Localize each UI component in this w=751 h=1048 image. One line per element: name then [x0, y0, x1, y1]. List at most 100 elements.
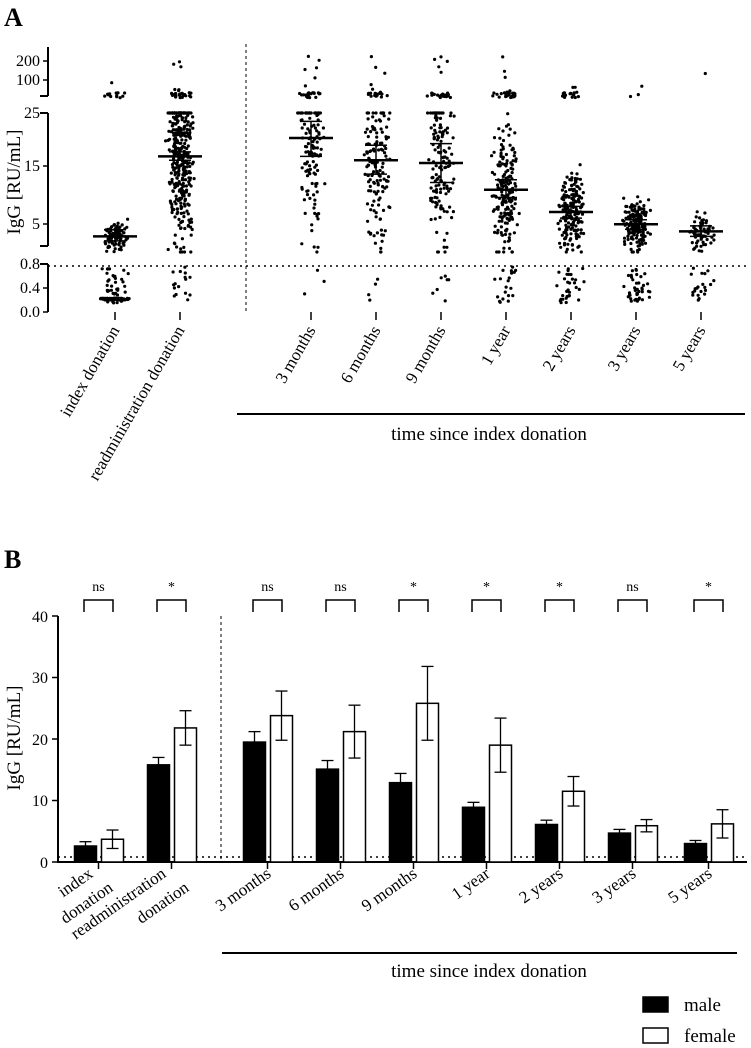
panel-a-point [191, 121, 195, 125]
panel-a-point [172, 93, 176, 97]
panel-a-point [446, 164, 450, 168]
panel-a-point [170, 210, 174, 215]
panel-a-point [578, 187, 582, 191]
panel-b-category-label: 6 months [285, 864, 347, 916]
panel-a-point [375, 131, 379, 135]
panel-a-point [491, 94, 495, 98]
panel-a-point [566, 221, 571, 225]
panel-a-point [190, 227, 194, 232]
panel-a-point [184, 160, 188, 164]
panel-a-point [382, 114, 386, 118]
panel-a-point [703, 288, 708, 292]
panel-a-point [577, 287, 581, 291]
panel-a-point [367, 189, 371, 193]
panel-a-point [319, 147, 323, 151]
panel-a-point [377, 203, 381, 207]
panel-a-point [321, 126, 325, 130]
panel-a-point [186, 132, 190, 136]
panel-a-point [315, 113, 319, 118]
panel-a-point [561, 184, 566, 188]
panel-a-point [190, 162, 194, 166]
panel-a-point [506, 112, 510, 116]
panel-a-point [110, 284, 114, 288]
panel-a-point [370, 203, 374, 207]
panel-a-point [184, 138, 188, 142]
panel-a-point [447, 146, 451, 150]
panel-a-point [634, 268, 638, 272]
panel-a-point [513, 94, 517, 98]
panel-a-point [507, 133, 511, 137]
panel-a-point [314, 111, 318, 115]
panel-a-point [374, 211, 378, 215]
panel-a-point [508, 217, 512, 221]
panel-a-point [573, 85, 577, 89]
significance-label: * [410, 580, 417, 595]
panel-a-point [372, 180, 376, 184]
panel-a-point [380, 233, 384, 237]
panel-a-point [433, 111, 437, 115]
panel-a-point [635, 233, 639, 238]
panel-a-point [437, 65, 441, 69]
panel-a-point [433, 116, 437, 120]
significance-bracket [156, 599, 187, 612]
panel-a-point [438, 116, 443, 120]
panel-a-point [105, 267, 110, 271]
panel-a-point [575, 90, 579, 94]
panel-a-point [693, 246, 697, 250]
panel-a-point [119, 298, 123, 302]
significance-label: * [168, 580, 175, 595]
panel-a-point [371, 115, 375, 119]
panel-a-point [501, 145, 505, 149]
panel-b-category-label: 3 months [212, 864, 274, 916]
panel-a-point [369, 130, 373, 134]
panel-a-point [580, 196, 584, 200]
panel-a-point [376, 277, 380, 281]
panel-a-point [379, 95, 383, 99]
panel-a-point [691, 266, 696, 270]
panel-a-point [570, 95, 574, 99]
panel-a-point [168, 182, 172, 186]
panel-a-point [562, 243, 567, 247]
panel-a-point [315, 250, 319, 254]
panel-a-point [183, 265, 187, 269]
panel-a-point [635, 212, 640, 216]
panel-b-ytick-label: 30 [32, 670, 48, 687]
panel-a-point [445, 126, 450, 130]
panel-a-point [445, 210, 449, 214]
significance-bracket [471, 599, 502, 612]
panel-a-point [175, 212, 179, 216]
panel-a-point [177, 285, 181, 289]
panel-a-point [568, 238, 572, 242]
panel-a-point [126, 217, 130, 221]
panel-a-point [507, 246, 512, 250]
panel-a-point [435, 118, 439, 122]
panel-a-point [568, 92, 572, 96]
legend-female-label: female [684, 1026, 736, 1047]
panel-a-point [303, 84, 307, 88]
panel-a-point [435, 138, 439, 142]
panel-a-point [633, 286, 637, 290]
panel-a-point [571, 193, 575, 197]
panel-a-point [173, 282, 177, 286]
panel-a-point [444, 192, 448, 196]
panel-a-point [368, 184, 372, 188]
panel-a-point [565, 228, 569, 232]
panel-a-point [315, 268, 320, 272]
panel-a-point [188, 293, 192, 297]
panel-a-point [115, 301, 119, 305]
panel-a-point [186, 120, 190, 124]
panel-a-point [315, 190, 319, 194]
panel-a-point [381, 208, 386, 212]
panel-a-point [366, 219, 370, 223]
panel-a-point [315, 129, 319, 133]
panel-a-point [308, 116, 312, 120]
panel-a-point [689, 272, 693, 276]
panel-a-point [171, 270, 175, 274]
panel-a-point [371, 127, 375, 131]
panel-a-point [508, 232, 512, 236]
panel-a-point [302, 122, 307, 126]
panel-a-point [445, 245, 449, 249]
panel-a-point [576, 221, 580, 225]
panel-a-point [690, 241, 694, 245]
panel-a-point [705, 237, 709, 242]
